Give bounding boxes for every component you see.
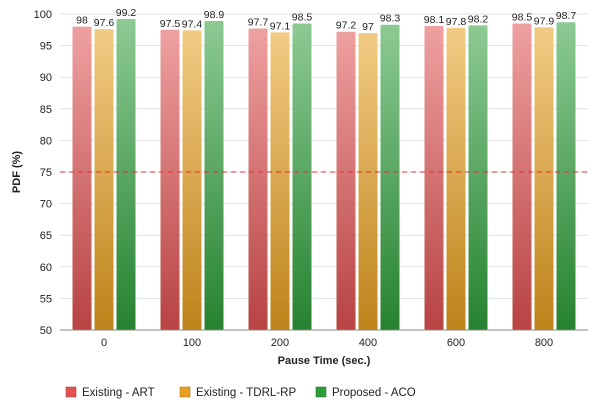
- y-tick-label: 90: [40, 72, 52, 84]
- bar: [512, 23, 532, 330]
- y-tick-label: 50: [40, 325, 52, 337]
- legend: Existing - ART Existing - TDRL-RP Proposed…: [65, 386, 416, 399]
- bar: [94, 29, 114, 330]
- y-tick-label: 100: [34, 9, 52, 21]
- x-tick-label: 0: [101, 337, 107, 349]
- data-label: 98: [76, 15, 88, 27]
- data-label: 97.8: [446, 16, 467, 28]
- bar: [248, 28, 268, 330]
- data-label: 97.6: [94, 17, 115, 29]
- y-tick-label: 95: [40, 41, 52, 53]
- x-tick-label: 400: [359, 337, 377, 349]
- x-axis-title: Pause Time (sec.): [278, 355, 371, 367]
- bar: [358, 32, 378, 331]
- data-label: 98.5: [512, 11, 533, 23]
- x-tick-label: 800: [535, 337, 553, 349]
- legend-label: Existing - ART: [82, 387, 155, 399]
- data-label: 98.9: [204, 9, 225, 21]
- bar: [468, 25, 488, 330]
- data-label: 97.5: [160, 18, 181, 30]
- legend-item[interactable]: Existing - ART: [65, 386, 155, 399]
- legend-swatch: [315, 386, 327, 398]
- data-label: 97.7: [248, 17, 269, 29]
- data-label: 97.1: [270, 20, 291, 32]
- bar: [380, 24, 400, 331]
- legend-item[interactable]: Existing - TDRL-RP: [179, 386, 296, 399]
- bar: [336, 31, 356, 331]
- data-label: 97.4: [182, 18, 203, 30]
- data-label: 98.2: [468, 13, 489, 25]
- data-labels: 98 97.699.297.5 97.498.997.7 97.198.597.2 97…: [76, 7, 576, 33]
- bar: [446, 27, 466, 331]
- legend-item[interactable]: Proposed - ACO: [315, 386, 416, 399]
- legend-swatch: [179, 386, 191, 398]
- bar: [204, 20, 224, 331]
- x-tick-label: 600: [447, 337, 465, 349]
- x-tick-label: 100: [183, 337, 201, 349]
- x-axis-ticks: 0 100 200 400 600 800: [101, 337, 553, 349]
- legend-label: Proposed - ACO: [332, 387, 416, 399]
- data-label: 98.5: [292, 11, 313, 23]
- bar: [160, 29, 180, 331]
- bar: [182, 30, 202, 330]
- bar: [72, 26, 92, 330]
- legend-label: Existing - TDRL-RP: [196, 387, 296, 399]
- data-label: 99.2: [116, 7, 137, 19]
- y-tick-label: 70: [40, 199, 52, 211]
- bar: [534, 27, 554, 330]
- y-tick-label: 65: [40, 230, 52, 242]
- bar: [116, 19, 136, 330]
- bar: [556, 22, 576, 330]
- data-label: 97: [362, 21, 374, 33]
- bar: [292, 23, 312, 330]
- bars: [72, 19, 576, 331]
- y-tick-label: 75: [40, 167, 52, 179]
- y-tick-label: 60: [40, 262, 52, 274]
- legend-swatch: [65, 386, 77, 398]
- y-tick-label: 85: [40, 104, 52, 116]
- x-tick-label: 200: [271, 337, 289, 349]
- data-label: 98.3: [380, 13, 401, 25]
- bar: [424, 26, 444, 331]
- data-label: 97.2: [336, 20, 357, 32]
- y-tick-label: 55: [40, 293, 52, 305]
- bar: [270, 32, 290, 330]
- y-axis-title: PDF (%): [11, 151, 23, 194]
- y-axis-ticks: 50 55 60 65 70 75 80 85 90 95 100: [34, 9, 52, 337]
- data-label: 97.9: [534, 15, 555, 27]
- data-label: 98.7: [556, 10, 577, 22]
- data-label: 98.1: [424, 14, 445, 26]
- y-tick-label: 80: [40, 135, 52, 147]
